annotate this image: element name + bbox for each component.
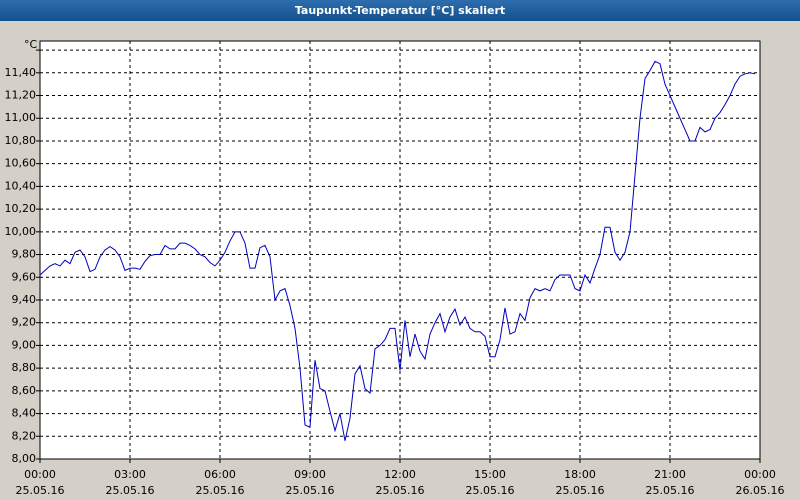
y-tick-label: 8,80 bbox=[12, 361, 37, 374]
x-tick-label: 00:00 bbox=[24, 468, 56, 481]
x-tick-label: 12:00 bbox=[384, 468, 416, 481]
x-tick-date: 25.05.16 bbox=[376, 484, 425, 497]
x-tick-label: 21:00 bbox=[654, 468, 686, 481]
y-tick-label: 11,20 bbox=[5, 89, 37, 102]
chart-title: Taupunkt-Temperatur [°C] skaliert bbox=[295, 4, 505, 17]
y-tick-label: 9,60 bbox=[12, 270, 37, 283]
y-tick-label: 9,00 bbox=[12, 338, 37, 351]
x-tick-label: 18:00 bbox=[564, 468, 596, 481]
x-tick-date: 26.05.16 bbox=[736, 484, 785, 497]
y-tick-label: 8,60 bbox=[12, 384, 37, 397]
y-tick-label: 11,40 bbox=[5, 66, 37, 79]
x-tick-label: 15:00 bbox=[474, 468, 506, 481]
y-tick-label: 10,40 bbox=[5, 179, 37, 192]
y-tick-label: 11,00 bbox=[5, 111, 37, 124]
y-tick-label: 8,00 bbox=[12, 452, 37, 465]
y-tick-label: 8,20 bbox=[12, 429, 37, 442]
y-tick-label: 10,20 bbox=[5, 202, 37, 215]
y-tick-label: 10,00 bbox=[5, 225, 37, 238]
x-tick-date: 25.05.16 bbox=[646, 484, 695, 497]
x-tick-label: 00:00 bbox=[744, 468, 776, 481]
y-tick-label: 10,80 bbox=[5, 134, 37, 147]
title-bar bbox=[0, 0, 800, 21]
x-tick-label: 06:00 bbox=[204, 468, 236, 481]
y-tick-label: 9,80 bbox=[12, 248, 37, 261]
y-tick-label: 10,60 bbox=[5, 157, 37, 170]
y-unit: °C bbox=[24, 38, 38, 51]
data-line bbox=[39, 60, 756, 441]
y-tick-label: 9,20 bbox=[12, 316, 37, 329]
x-tick-date: 25.05.16 bbox=[16, 484, 65, 497]
x-tick-date: 25.05.16 bbox=[196, 484, 245, 497]
x-tick-date: 25.05.16 bbox=[466, 484, 515, 497]
x-tick-label: 09:00 bbox=[294, 468, 326, 481]
y-tick-label: 9,40 bbox=[12, 293, 37, 306]
x-tick-date: 25.05.16 bbox=[556, 484, 605, 497]
x-tick-date: 25.05.16 bbox=[286, 484, 335, 497]
x-tick-date: 25.05.16 bbox=[106, 484, 155, 497]
y-tick-label: 8,40 bbox=[12, 407, 37, 420]
x-tick-label: 03:00 bbox=[114, 468, 146, 481]
